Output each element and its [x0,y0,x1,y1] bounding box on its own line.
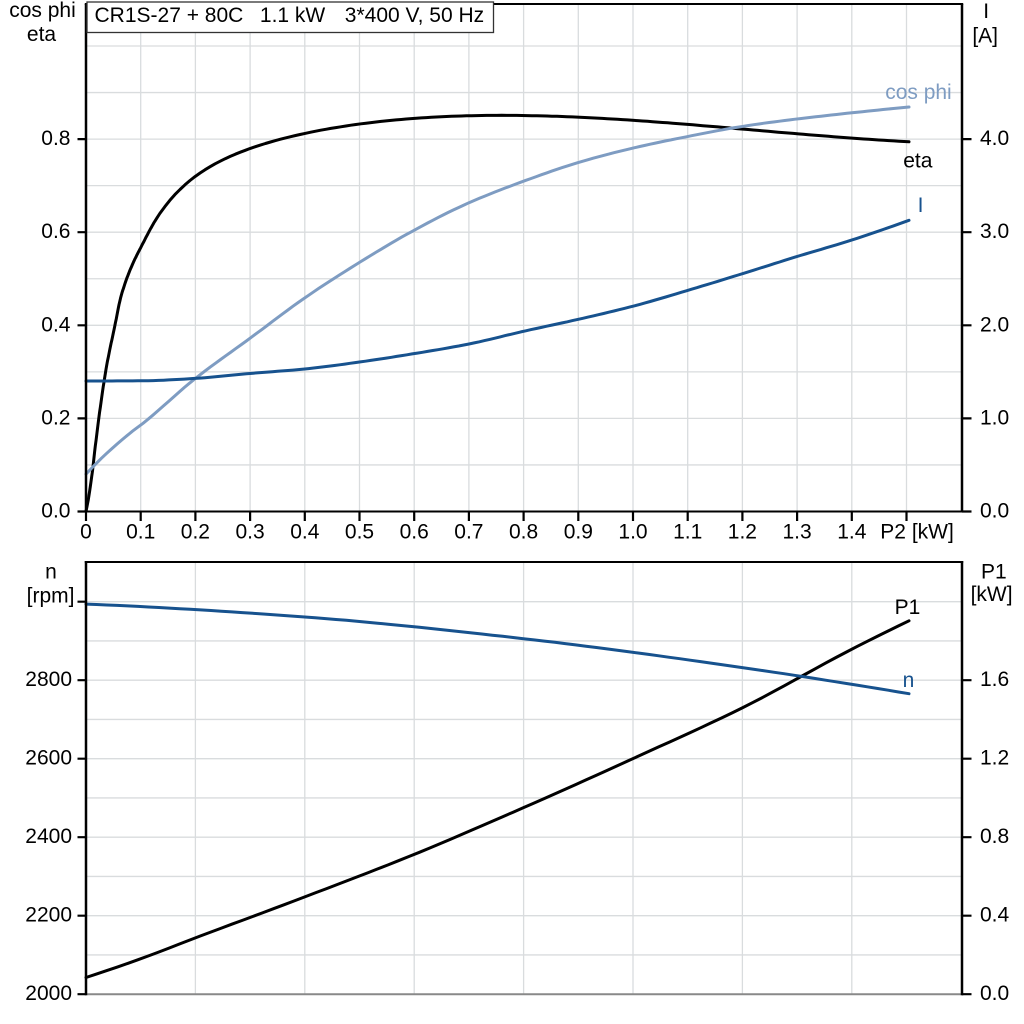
svg-text:1.1 kW: 1.1 kW [260,4,326,27]
svg-text:0.0: 0.0 [41,500,70,523]
svg-text:0.8: 0.8 [980,825,1009,848]
svg-text:P2 [kW]: P2 [kW] [880,521,954,544]
svg-text:1.2: 1.2 [728,521,757,544]
svg-text:0.2: 0.2 [41,406,70,429]
svg-text:I: I [983,0,989,23]
svg-text:0.6: 0.6 [41,220,70,243]
svg-text:0.4: 0.4 [980,904,1010,927]
svg-text:1.4: 1.4 [837,521,867,544]
svg-text:1.6: 1.6 [980,668,1009,691]
svg-text:2200: 2200 [25,904,72,927]
svg-text:4.0: 4.0 [980,127,1009,150]
svg-text:0.9: 0.9 [564,521,593,544]
svg-text:[A]: [A] [972,24,998,47]
svg-text:[rpm]: [rpm] [27,585,75,608]
svg-text:1.1: 1.1 [673,521,702,544]
svg-text:[kW]: [kW] [971,583,1013,606]
svg-text:2600: 2600 [25,747,72,770]
svg-text:0.6: 0.6 [400,521,429,544]
svg-text:n: n [45,561,57,584]
svg-text:0.1: 0.1 [126,521,155,544]
svg-text:CR1S-27 + 80C: CR1S-27 + 80C [95,4,244,27]
svg-text:3.0: 3.0 [980,220,1009,243]
svg-text:0.4: 0.4 [290,521,320,544]
svg-text:P1: P1 [895,596,921,619]
svg-text:0.0: 0.0 [980,982,1009,1005]
svg-text:0.7: 0.7 [454,521,483,544]
svg-text:0.8: 0.8 [509,521,538,544]
svg-text:2000: 2000 [25,982,72,1005]
svg-text:2.0: 2.0 [980,313,1009,336]
svg-text:2800: 2800 [25,668,72,691]
svg-text:P1: P1 [981,561,1007,584]
svg-text:0.8: 0.8 [41,127,70,150]
svg-text:0.4: 0.4 [41,313,71,336]
svg-text:I: I [918,194,924,217]
svg-text:1.0: 1.0 [618,521,647,544]
svg-text:3*400 V, 50 Hz: 3*400 V, 50 Hz [345,4,484,27]
svg-text:1.0: 1.0 [980,406,1009,429]
svg-text:eta: eta [903,150,933,173]
svg-text:cos phi: cos phi [885,81,952,104]
svg-text:n: n [903,669,915,692]
svg-text:eta: eta [27,23,57,46]
svg-text:0.2: 0.2 [181,521,210,544]
svg-text:0.5: 0.5 [345,521,374,544]
svg-text:0.0: 0.0 [980,500,1009,523]
svg-text:1.3: 1.3 [782,521,811,544]
svg-text:1.2: 1.2 [980,747,1009,770]
svg-text:cos phi: cos phi [9,0,76,22]
svg-text:2400: 2400 [25,825,72,848]
svg-text:0.3: 0.3 [235,521,264,544]
svg-text:0: 0 [80,521,92,544]
